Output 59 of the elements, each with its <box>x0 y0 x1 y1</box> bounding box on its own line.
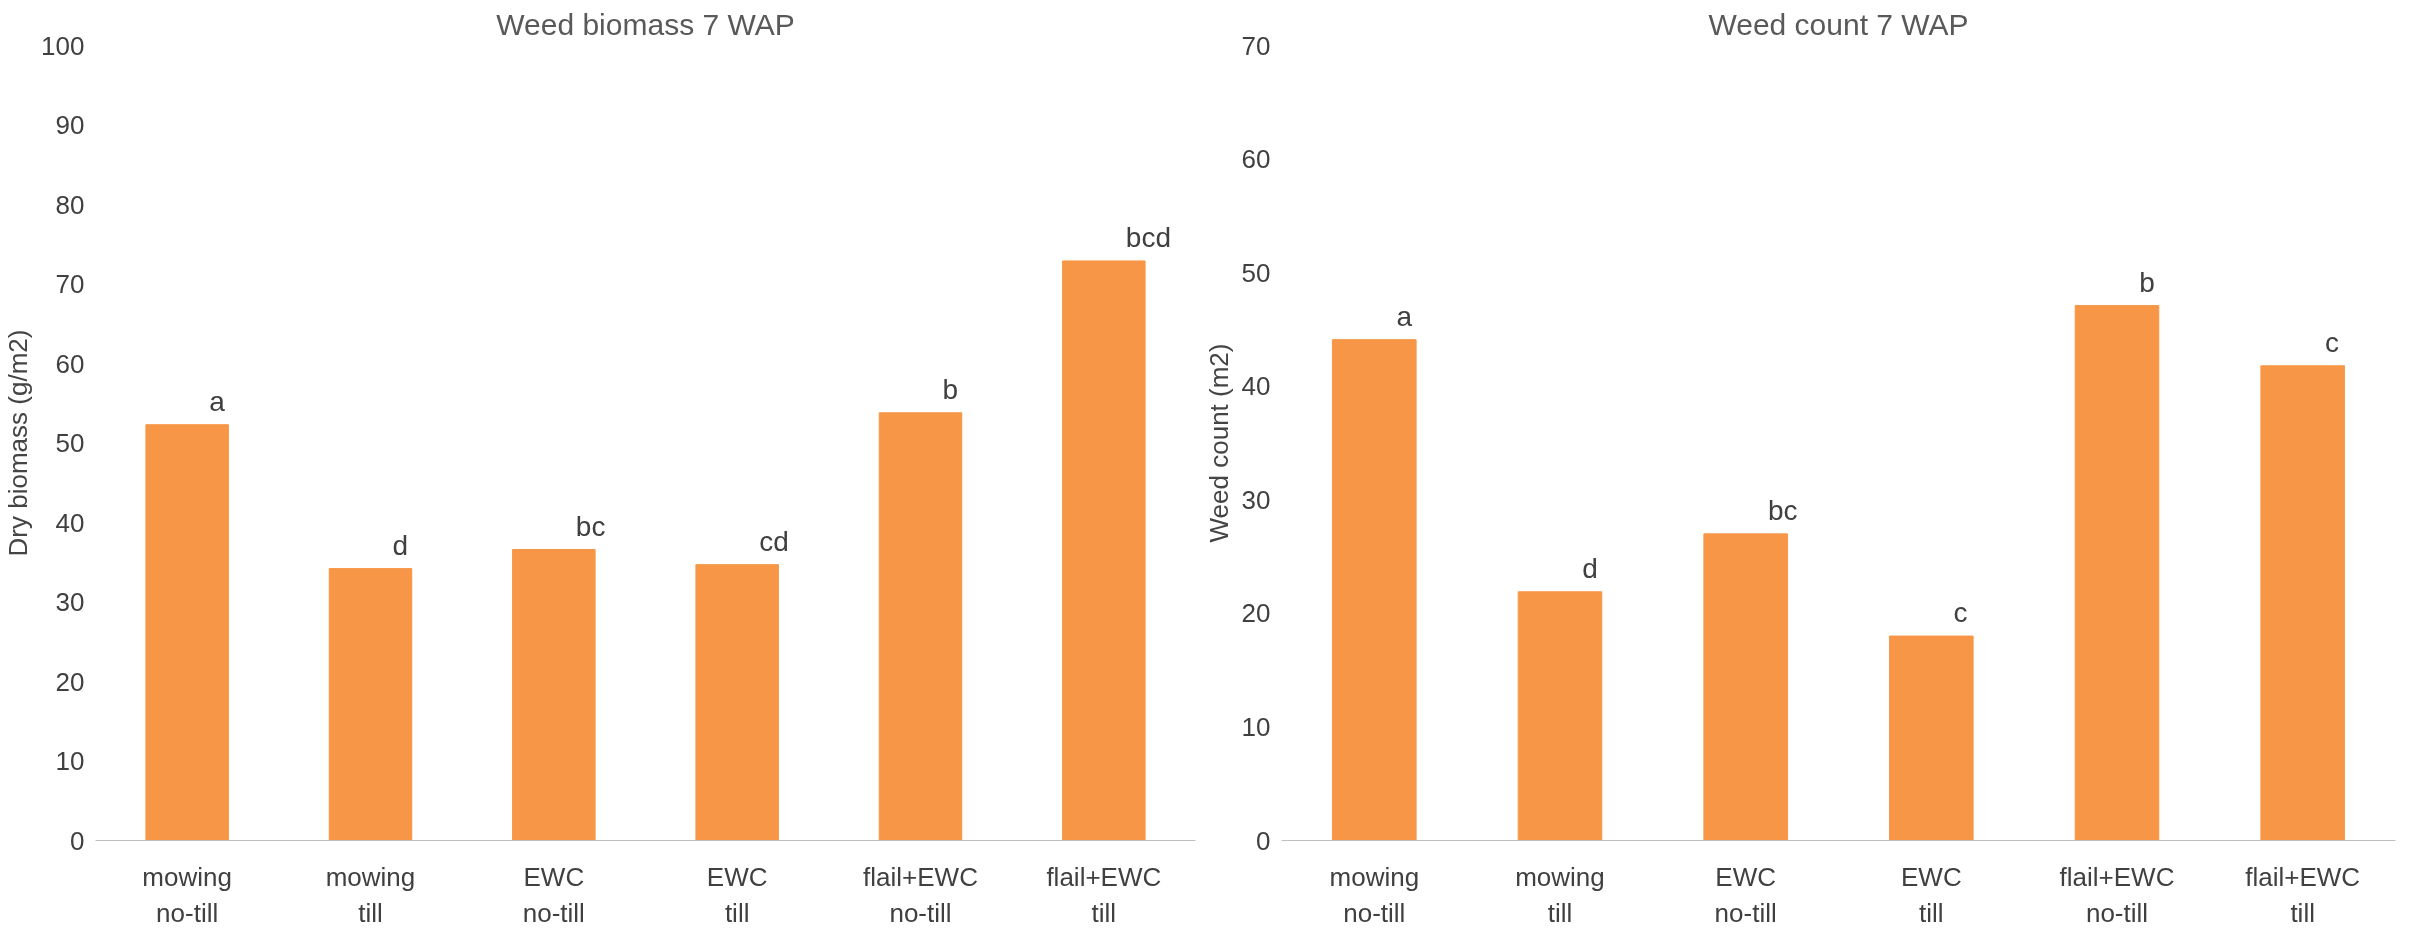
bar <box>145 424 229 841</box>
annotation: b <box>942 373 959 405</box>
y-tick-label: 30 <box>55 587 85 617</box>
y-axis-title: Dry biomass (g/m2) <box>3 329 34 557</box>
annotation: cd <box>759 525 789 557</box>
annotation: b <box>2139 266 2155 298</box>
bar <box>1889 635 1974 841</box>
annotation: a <box>1396 300 1413 332</box>
annotation: d <box>392 529 409 561</box>
annotation: a <box>209 385 226 417</box>
x-tick-label: EWC no-till <box>522 861 585 928</box>
chart-title: Weed count 7 WAP <box>1708 7 1969 41</box>
y-tick-label: 70 <box>1241 30 1271 61</box>
y-tick-label: 10 <box>1241 711 1271 742</box>
bar <box>1703 533 1788 841</box>
annotation: bc <box>575 510 606 542</box>
annotation: c <box>1953 597 1968 629</box>
y-tick-label: 90 <box>55 110 85 140</box>
x-tick-label: mowing no-till <box>142 861 232 928</box>
x-tick-label: flail+EWC till <box>2245 861 2361 928</box>
x-tick-label: EWC no-till <box>1714 861 1777 928</box>
x-tick-label: mowing till <box>325 861 416 928</box>
y-axis-title: Weed count (m2) <box>1203 343 1234 543</box>
annotation: c <box>2324 326 2339 358</box>
y-tick-label: 10 <box>55 746 85 776</box>
y-tick-label: 40 <box>55 507 85 538</box>
x-tick-label: EWC till <box>706 861 768 928</box>
y-tick-label: 60 <box>55 348 85 379</box>
annotation: d <box>1582 552 1598 584</box>
y-tick-label: 100 <box>41 30 85 61</box>
y-tick-label: 20 <box>55 666 85 697</box>
annotation: bcd <box>1125 221 1171 253</box>
x-tick-label: flail+EWC till <box>1046 861 1162 928</box>
y-tick-label: 0 <box>70 825 85 856</box>
bar <box>878 412 963 841</box>
y-tick-label: 80 <box>55 189 85 220</box>
x-tick-label: flail+EWC no-till <box>2059 861 2175 928</box>
y-tick-label: 70 <box>55 269 85 299</box>
bar <box>2260 365 2345 841</box>
y-tick-label: 50 <box>55 428 85 458</box>
bar <box>1517 591 1603 841</box>
bar <box>695 564 779 841</box>
x-tick-label: flail+EWC no-till <box>863 861 978 928</box>
bar <box>1062 260 1146 841</box>
x-tick-label: EWC till <box>1901 861 1962 928</box>
y-tick-label: 30 <box>1241 484 1271 515</box>
chart-title: Weed biomass 7 WAP <box>496 7 795 41</box>
y-tick-label: 20 <box>1241 598 1271 629</box>
x-tick-label: mowing no-till <box>1329 861 1420 928</box>
bar <box>2074 305 2160 841</box>
annotation: bc <box>1767 494 1798 526</box>
bar <box>328 568 413 841</box>
bar <box>1332 339 1417 841</box>
y-tick-label: 60 <box>1241 144 1271 175</box>
y-tick-label: 40 <box>1241 371 1271 402</box>
x-tick-label: mowing till <box>1515 861 1605 928</box>
y-tick-label: 0 <box>1256 825 1271 856</box>
y-tick-label: 50 <box>1241 257 1271 288</box>
bar <box>512 549 596 841</box>
